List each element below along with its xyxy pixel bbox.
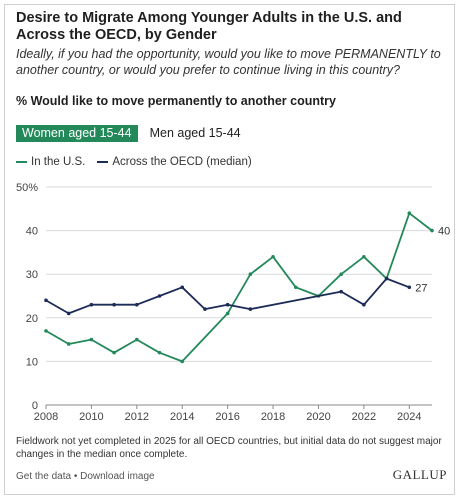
legend-label-us: In the U.S. (31, 156, 86, 168)
y-tick-label: 40 (26, 226, 38, 238)
data-point-us (362, 254, 366, 259)
legend-item-oecd: Across the OECD (median) (97, 156, 252, 168)
x-tick-label: 2010 (79, 411, 103, 423)
footnote: Fieldwork not yet completed in 2025 for … (16, 436, 442, 460)
data-point-us (339, 272, 343, 277)
data-point-oecd (225, 302, 230, 307)
end-value-label-oecd: 27 (415, 282, 427, 294)
measure-label: % Would like to move permanently to anot… (16, 94, 336, 108)
tab-women[interactable]: Women aged 15-44 (16, 125, 138, 142)
data-point-us (407, 211, 412, 215)
data-point-us (112, 350, 116, 355)
x-tick-label: 2018 (261, 411, 285, 423)
data-point-us (89, 337, 94, 342)
y-tick-label: 50% (16, 182, 38, 194)
y-tick-label: 0 (32, 400, 38, 412)
footer-links: Get the data • Download image (16, 471, 155, 482)
legend-item-us: In the U.S. (16, 156, 85, 168)
download-image-link[interactable]: Download image (80, 471, 155, 482)
series-line-us (45, 212, 433, 363)
data-point-oecd (180, 285, 185, 290)
gallup-logo: GALLUP (392, 467, 447, 482)
data-point-us (135, 337, 139, 342)
data-point-oecd (157, 294, 162, 298)
data-point-oecd (66, 311, 71, 316)
x-tick-label: 2024 (397, 411, 421, 423)
data-point-us (248, 272, 253, 277)
link-separator: • (71, 471, 81, 482)
x-tick-label: 2012 (125, 411, 149, 423)
data-point-us (66, 342, 71, 346)
y-tick-label: 10 (26, 356, 38, 368)
data-point-us (180, 359, 185, 364)
data-point-oecd (384, 276, 389, 281)
y-tick-label: 30 (26, 269, 38, 281)
y-tick-label: 20 (26, 313, 38, 325)
end-value-label-us: 40 (438, 226, 450, 238)
data-point-us (271, 254, 275, 259)
chart-subtitle: Ideally, if you had the opportunity, wou… (16, 47, 441, 77)
chart-title: Desire to Migrate Among Younger Adults i… (16, 10, 402, 43)
data-point-us (225, 311, 230, 316)
series-line-oecd (45, 277, 410, 315)
x-tick-label: 2008 (34, 411, 58, 423)
tab-men[interactable]: Men aged 15-44 (149, 126, 241, 140)
get-data-link[interactable]: Get the data (16, 471, 72, 482)
data-point-oecd (203, 307, 207, 311)
data-point-us (157, 350, 162, 355)
chart-legend: In the U.S. Across the OECD (median) (16, 156, 264, 168)
data-point-us (430, 228, 434, 233)
data-point-oecd (362, 302, 366, 307)
data-point-oecd (44, 298, 48, 303)
data-point-oecd (135, 302, 139, 307)
data-point-us (293, 285, 298, 290)
legend-swatch-oecd (97, 161, 109, 163)
data-point-oecd (407, 285, 412, 290)
legend-label-oecd: Across the OECD (median) (112, 156, 252, 168)
x-tick-label: 2020 (306, 411, 330, 423)
data-point-oecd (89, 302, 94, 307)
gender-tabs: Women aged 15-44 Men aged 15-44 (16, 125, 259, 142)
data-point-oecd (248, 307, 253, 311)
data-point-oecd (339, 289, 343, 294)
data-point-oecd (112, 302, 116, 307)
chart-card (4, 4, 455, 495)
x-tick-label: 2016 (215, 411, 239, 423)
data-point-us (44, 329, 48, 333)
x-tick-label: 2014 (170, 411, 194, 423)
x-tick-label: 2022 (352, 411, 376, 423)
legend-swatch-us (16, 161, 27, 163)
